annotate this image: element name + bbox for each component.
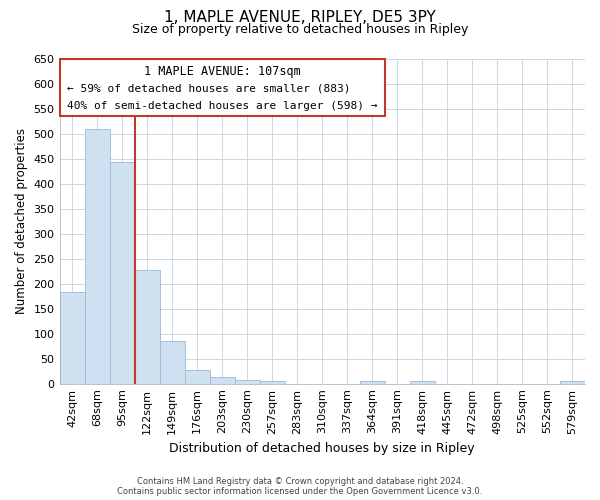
- Text: 1 MAPLE AVENUE: 107sqm: 1 MAPLE AVENUE: 107sqm: [144, 65, 301, 78]
- Bar: [260, 381, 285, 384]
- Bar: [410, 381, 435, 384]
- Bar: [59, 292, 85, 384]
- Bar: [560, 381, 585, 384]
- Bar: [110, 162, 134, 384]
- Bar: [360, 381, 385, 384]
- Text: 1, MAPLE AVENUE, RIPLEY, DE5 3PY: 1, MAPLE AVENUE, RIPLEY, DE5 3PY: [164, 10, 436, 25]
- Bar: [209, 377, 235, 384]
- Text: ← 59% of detached houses are smaller (883): ← 59% of detached houses are smaller (88…: [67, 84, 350, 94]
- Bar: [134, 270, 160, 384]
- Bar: [85, 129, 110, 384]
- Text: Contains public sector information licensed under the Open Government Licence v3: Contains public sector information licen…: [118, 487, 482, 496]
- Text: 40% of semi-detached houses are larger (598) →: 40% of semi-detached houses are larger (…: [67, 101, 377, 111]
- Bar: [235, 380, 260, 384]
- Text: Contains HM Land Registry data © Crown copyright and database right 2024.: Contains HM Land Registry data © Crown c…: [137, 477, 463, 486]
- Y-axis label: Number of detached properties: Number of detached properties: [15, 128, 28, 314]
- Bar: [185, 370, 209, 384]
- Text: Size of property relative to detached houses in Ripley: Size of property relative to detached ho…: [132, 22, 468, 36]
- X-axis label: Distribution of detached houses by size in Ripley: Distribution of detached houses by size …: [169, 442, 475, 455]
- Bar: [160, 341, 185, 384]
